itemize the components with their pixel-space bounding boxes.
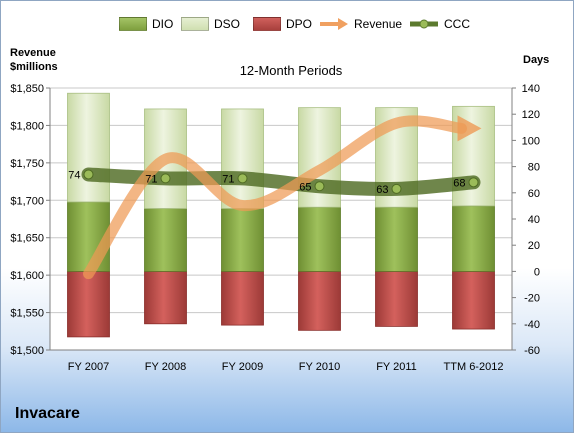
legend-label-revenue: Revenue — [354, 17, 403, 31]
ccc-data-label: 65 — [299, 181, 311, 193]
right-tick-label: -60 — [524, 345, 540, 357]
bar-dio — [452, 205, 495, 272]
legend-item-dpo: DPO — [253, 11, 312, 37]
bar-dpo — [298, 270, 341, 331]
legend: DIO DSO DPO Revenue CCC — [1, 11, 573, 37]
bar-dio — [221, 208, 264, 272]
right-tick-label: 140 — [522, 83, 540, 95]
left-tick-label: $1,800 — [10, 120, 44, 132]
ccc-marker — [160, 173, 171, 184]
legend-swatch-dpo — [253, 17, 281, 31]
chart-title: 12-Month Periods — [239, 63, 343, 78]
left-tick-label: $1,550 — [10, 308, 44, 320]
right-tick-label: 40 — [528, 214, 540, 226]
x-tick-label: TTM 6-2012 — [444, 361, 504, 373]
left-axis-title-line1: Revenue — [10, 47, 56, 59]
revenue-line — [83, 115, 467, 280]
right-tick-label: 0 — [534, 266, 540, 278]
right-tick-label: 80 — [528, 162, 540, 174]
legend-label-dio: DIO — [152, 17, 174, 31]
x-tick-label: FY 2009 — [222, 361, 263, 373]
revenue-arrowhead — [457, 115, 482, 142]
bar-dpo — [452, 270, 495, 330]
left-tick-label: $1,850 — [10, 83, 44, 95]
legend-arrow-icon — [320, 18, 348, 30]
left-tick-label: $1,650 — [10, 233, 44, 245]
ccc-marker — [468, 177, 479, 188]
bar-dpo — [67, 270, 110, 338]
right-tick-label: 100 — [522, 135, 540, 147]
ccc-data-label: 68 — [453, 177, 465, 189]
legend-item-ccc: CCC — [409, 11, 470, 37]
ccc-marker — [83, 169, 94, 180]
legend-item-revenue: Revenue — [319, 11, 402, 37]
left-tick-label: $1,500 — [10, 345, 44, 357]
left-axis-title-line2: $millions — [10, 61, 58, 73]
x-tick-label: FY 2008 — [145, 361, 186, 373]
left-tick-label: $1,600 — [10, 270, 44, 282]
bar-dio — [144, 208, 187, 272]
x-tick-label: FY 2011 — [376, 361, 417, 373]
right-tick-label: 60 — [528, 188, 540, 200]
bar-dso — [221, 108, 264, 209]
bar-dso — [67, 92, 110, 203]
bar-dpo — [375, 270, 418, 327]
legend-label-dpo: DPO — [286, 17, 313, 31]
legend-item-dio: DIO — [119, 11, 173, 37]
right-tick-label: -40 — [524, 319, 540, 331]
ccc-marker — [314, 181, 325, 192]
right-tick-label: -20 — [524, 293, 540, 305]
right-tick-label: 120 — [522, 109, 540, 121]
legend-label-ccc: CCC — [444, 17, 470, 31]
x-tick-label: FY 2007 — [68, 361, 109, 373]
ccc-marker — [237, 173, 248, 184]
plot-area — [49, 87, 513, 351]
legend-line-marker-icon — [410, 19, 438, 29]
company-name: Invacare — [15, 405, 80, 422]
bar-dio — [375, 206, 418, 272]
legend-label-dso: DSO — [214, 17, 241, 31]
bar-dpo — [144, 270, 187, 325]
legend-swatch-dso — [181, 17, 209, 31]
ccc-data-label: 63 — [376, 184, 388, 196]
left-tick-label: $1,700 — [10, 195, 44, 207]
legend-item-dso: DSO — [181, 11, 240, 37]
right-axis-title: Days — [523, 54, 550, 66]
left-tick-label: $1,750 — [10, 158, 44, 170]
ccc-data-label: 71 — [145, 173, 157, 185]
ccc-line — [81, 167, 481, 197]
left-axis-title: Revenue $millions — [10, 46, 58, 74]
bar-dio — [298, 206, 341, 272]
x-tick-label: FY 2010 — [299, 361, 340, 373]
ccc-data-label: 71 — [222, 173, 234, 185]
right-tick-label: 20 — [528, 240, 540, 252]
bar-dpo — [221, 270, 264, 326]
ccc-marker — [391, 183, 402, 194]
ccc-data-label: 74 — [68, 169, 80, 181]
legend-swatch-dio — [119, 17, 147, 31]
